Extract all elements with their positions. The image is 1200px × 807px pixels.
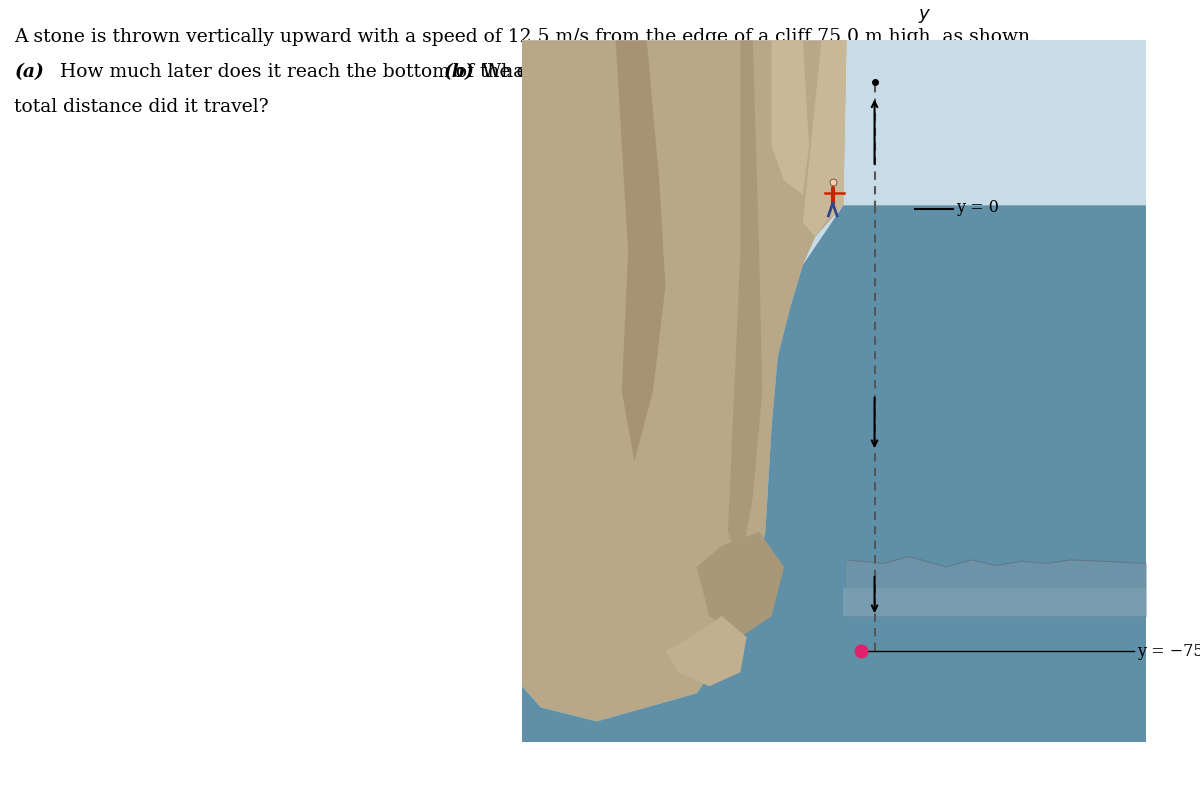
Text: How much later does it reach the bottom of the cliff?: How much later does it reach the bottom … bbox=[54, 63, 569, 81]
Text: A stone is thrown vertically upward with a speed of 12.5 m/s from the edge of a : A stone is thrown vertically upward with… bbox=[14, 28, 1037, 46]
Polygon shape bbox=[522, 205, 1146, 742]
Polygon shape bbox=[772, 40, 809, 194]
Polygon shape bbox=[616, 40, 666, 462]
Text: What: What bbox=[840, 63, 895, 81]
Text: y = −75 m: y = −75 m bbox=[1136, 642, 1200, 659]
Bar bbox=[844, 588, 1156, 616]
Polygon shape bbox=[803, 40, 846, 237]
Text: total distance did it travel?: total distance did it travel? bbox=[14, 98, 269, 116]
Text: (c): (c) bbox=[809, 63, 838, 81]
Text: y: y bbox=[918, 5, 929, 23]
Text: y = 0: y = 0 bbox=[955, 199, 998, 216]
Polygon shape bbox=[697, 532, 784, 638]
Polygon shape bbox=[728, 40, 762, 567]
Text: (a): (a) bbox=[14, 63, 44, 81]
Text: (b): (b) bbox=[444, 63, 475, 81]
Polygon shape bbox=[666, 616, 746, 686]
Text: What is its speed just before hitting?: What is its speed just before hitting? bbox=[476, 63, 838, 81]
Polygon shape bbox=[522, 40, 846, 721]
